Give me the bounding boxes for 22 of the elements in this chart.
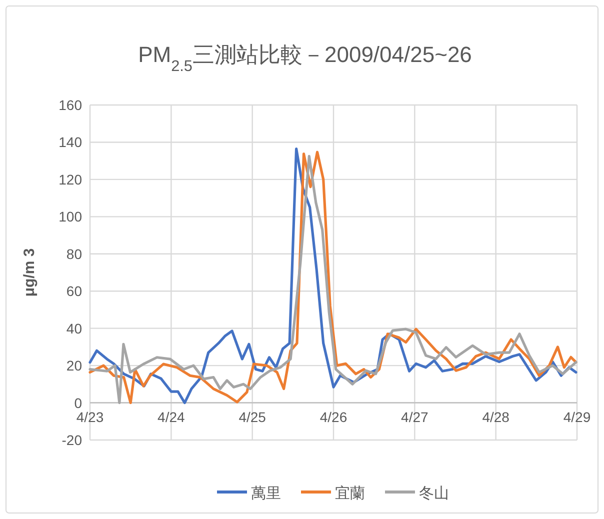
- chart-title: PM$_{2.5}$三測站比較－2009/04/25~26: [138, 42, 472, 74]
- y-tick-label: 20: [66, 358, 82, 374]
- y-tick-label: 0: [74, 394, 82, 411]
- x-tick-label: 4/24: [158, 408, 186, 425]
- x-tick-label: 4/25: [238, 408, 266, 425]
- x-tick-label: 4/29: [563, 408, 591, 425]
- y-tick-label: 100: [58, 208, 82, 225]
- y-tick-label: 120: [58, 171, 82, 188]
- y-tick-label: 40: [66, 320, 82, 336]
- legend-label: 冬山: [419, 485, 449, 502]
- y-tick-label: -20: [62, 432, 82, 448]
- legend-label: 宜蘭: [335, 485, 365, 502]
- x-tick-label: 4/23: [76, 408, 104, 425]
- x-tick-label: 4/27: [401, 408, 429, 425]
- x-tick-label: 4/28: [482, 408, 510, 425]
- y-tick-label: 80: [66, 246, 82, 262]
- y-tick-label: 160: [58, 97, 82, 113]
- x-tick-label: 4/26: [320, 408, 348, 425]
- y-tick-label: 140: [58, 134, 82, 150]
- y-axis-title: μg/m 3: [21, 248, 38, 297]
- y-tick-label: 60: [66, 283, 82, 300]
- legend-label: 萬里: [251, 485, 281, 502]
